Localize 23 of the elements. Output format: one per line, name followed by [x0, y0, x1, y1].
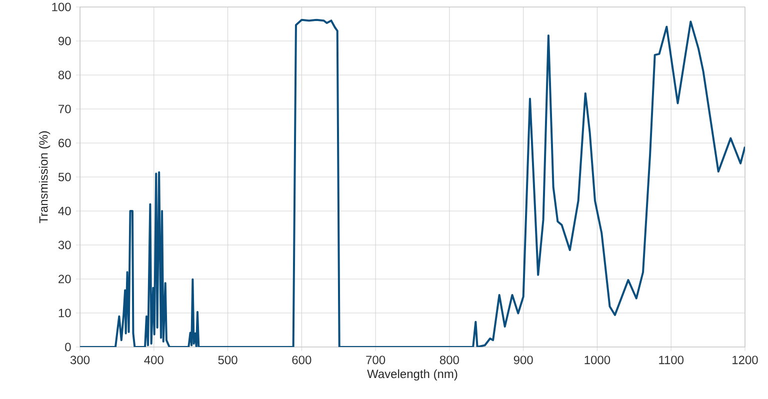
y-tick-label: 10 — [58, 308, 71, 318]
y-tick-label: 50 — [58, 172, 71, 182]
y-tick-label: 100 — [52, 2, 71, 12]
y-tick-label: 80 — [58, 70, 71, 80]
x-tick-label: 500 — [218, 356, 238, 364]
x-tick-label: 400 — [144, 356, 164, 364]
x-tick-label: 300 — [70, 356, 90, 364]
x-tick-label: 1000 — [584, 356, 610, 364]
y-tick-label: 20 — [58, 274, 71, 284]
x-tick-label: 600 — [292, 356, 312, 364]
y-tick-label: 30 — [58, 240, 71, 250]
x-tick-label: 800 — [440, 356, 459, 364]
y-axis-title: Transmission (%) — [38, 131, 50, 224]
x-tick-label: 900 — [514, 356, 533, 364]
y-tick-label: 0 — [65, 342, 71, 352]
y-tick-label: 40 — [58, 206, 71, 216]
x-axis-title: Wavelength (nm) — [367, 369, 458, 381]
y-tick-label: 70 — [58, 104, 71, 114]
x-tick-label: 1100 — [659, 356, 684, 364]
y-tick-label: 90 — [58, 36, 71, 46]
x-tick-label: 700 — [366, 356, 386, 364]
x-tick-label: 1200 — [732, 356, 758, 364]
y-tick-label: 60 — [58, 138, 71, 148]
